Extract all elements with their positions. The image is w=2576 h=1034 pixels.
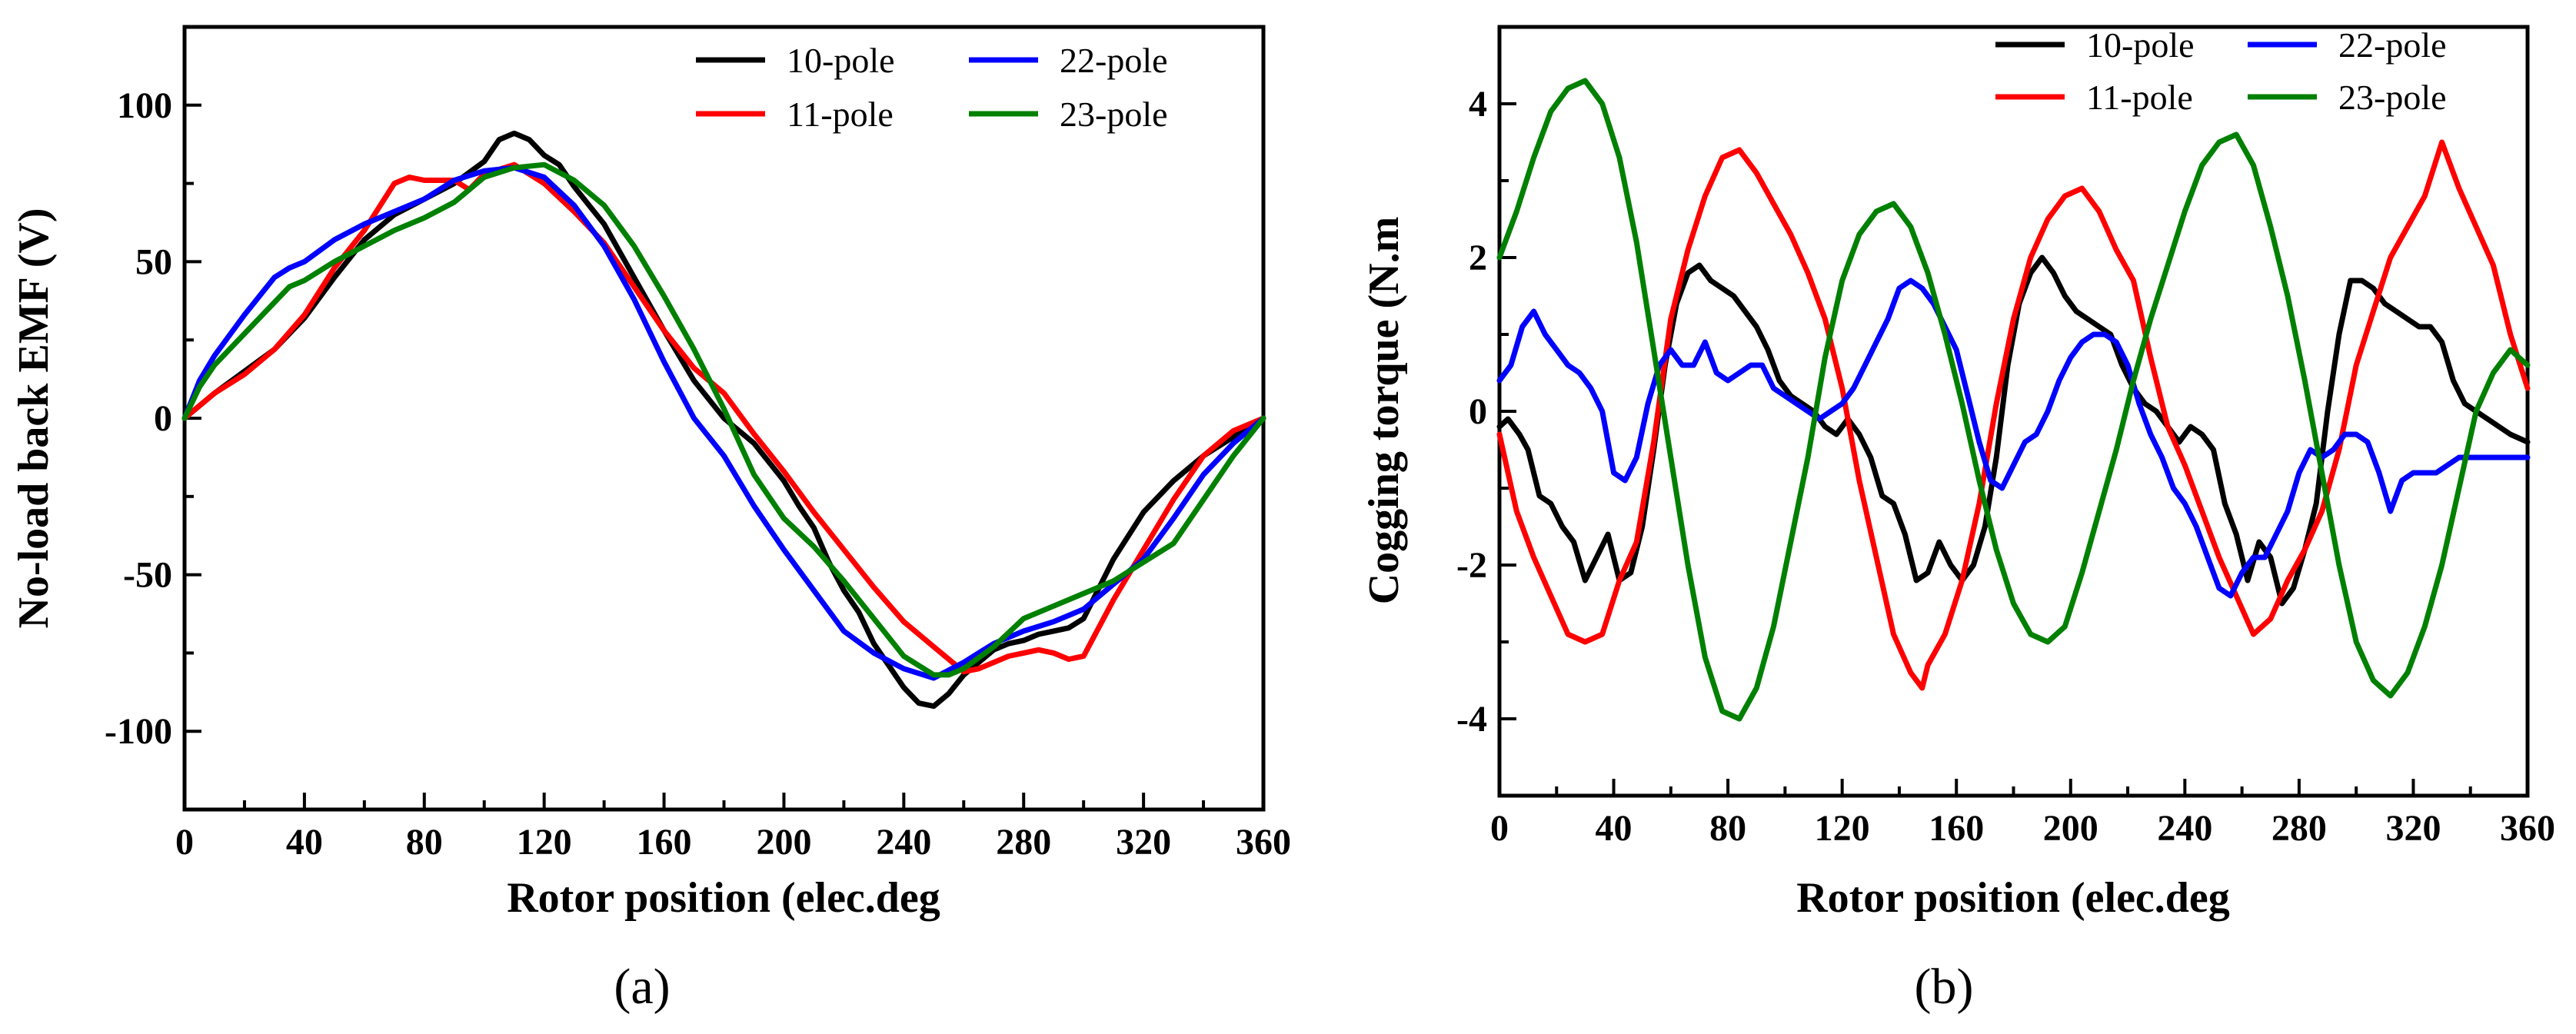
panel-a-x-tick-label: 40	[286, 822, 323, 863]
panel-a-back-emf-chart: 0 40 80 120 160 200 240 280 320 360-100-50050100 …	[10, 25, 1291, 1015]
panel-a-legend-label-22-pole: 22-pole	[1060, 41, 1168, 80]
panel-b-x-axis-title: Rotor position (elec.deg	[1796, 874, 2230, 922]
panel-b-series-23-pole	[1496, 78, 2531, 722]
panel-b-y-tick-label: -2	[1456, 545, 1487, 586]
panel-b-x-tick-label: 200	[2043, 808, 2098, 849]
panel-b-ticks: 0 40 80 120 160 200 240 280 320 360 -4 -2 0 2 4	[1456, 25, 2555, 849]
panel-b-x-tick-label: 120	[1815, 808, 1870, 849]
panel-a-x-tick-label: 80	[406, 822, 443, 863]
panel-b-x-tick-label: 280	[2271, 808, 2327, 849]
panel-a-x-tick-label: 320	[1116, 822, 1171, 863]
panel-b-cogging-torque-chart: 0 40 80 120 160 200 240 280 320 360 -4 -2 0 2 4 10-pol…	[1360, 25, 2555, 1015]
panel-a-ticks: 0 40 80 120 160 200 240 280 320 360 -100 -50 0 50 100	[105, 25, 1291, 863]
panel-b-legend: 10-pole 11-pole 22-pole 23-pole	[1995, 25, 2447, 117]
panel-b-y-tick-label: 4	[1469, 84, 1487, 125]
panel-a-legend-label-23-pole: 23-pole	[1060, 95, 1168, 134]
panel-a-legend-label-10-pole: 10-pole	[787, 41, 895, 80]
panel-b-y-tick-label: 2	[1469, 238, 1487, 278]
panel-a-legend-label-11-pole: 11-pole	[787, 95, 894, 134]
panel-a-x-tick-label: 160	[637, 822, 692, 863]
panel-a-x-tick-label: 280	[996, 822, 1051, 863]
panel-b-y-tick-label: -4	[1456, 699, 1487, 740]
panel-b-legend-label-23-pole: 23-pole	[2338, 78, 2447, 117]
panel-b-y-axis-title: Cogging torque (N.m	[1360, 217, 1408, 605]
panel-b-x-tick-label: 40	[1596, 808, 1632, 849]
panel-b-series-22-pole	[1496, 278, 2531, 599]
panel-a-caption: (a)	[614, 959, 670, 1015]
panel-a-series-23-pole	[181, 161, 1266, 678]
panel-a-x-axis-title: Rotor position (elec.deg	[507, 874, 940, 922]
panel-a-x-tick-label: 200	[756, 822, 811, 863]
panel-b-caption: (b)	[1915, 959, 1974, 1015]
panel-b-x-tick-label: 80	[1709, 808, 1746, 849]
panel-b-x-tick-label: 320	[2385, 808, 2441, 849]
panel-a-y-tick-label: -50	[123, 555, 172, 596]
panel-b-legend-label-22-pole: 22-pole	[2338, 25, 2447, 65]
panel-a-series-11-pole	[181, 161, 1266, 675]
panel-b-x-tick-label: 0	[1490, 808, 1509, 849]
panel-b-series	[1496, 78, 2531, 722]
panel-b-x-tick-label: 240	[2157, 808, 2212, 849]
panel-a-x-tick-label: 360	[1236, 822, 1291, 863]
panel-a-y-tick-label: 100	[117, 85, 172, 126]
panel-b-x-tick-label: 360	[2500, 808, 2555, 849]
panel-b-legend-label-11-pole: 11-pole	[2086, 78, 2193, 117]
panel-a-x-tick-label: 240	[876, 822, 931, 863]
panel-b-x-tick-label: 160	[1929, 808, 1984, 849]
panel-a-x-tick-label: 120	[517, 822, 572, 863]
panel-a-x-tick-label: 0	[175, 822, 194, 863]
panel-b-legend-label-10-pole: 10-pole	[2086, 25, 2195, 65]
panel-b-series-11-pole	[1496, 139, 2531, 691]
panel-a-series	[181, 130, 1266, 710]
panel-a-y-tick-label: 0	[154, 398, 172, 439]
panel-a-y-tick-label: -100	[105, 711, 172, 752]
panel-a-series-22-pole	[181, 165, 1266, 681]
panel-b-y-tick-label: 0	[1469, 391, 1487, 432]
panel-a-y-tick-label: 50	[135, 241, 172, 282]
panel-a-legend: 10-pole 11-pole 22-pole 23-pole	[696, 41, 1168, 134]
panel-a-y-axis-title: No-load back EMF (V)	[10, 208, 58, 628]
